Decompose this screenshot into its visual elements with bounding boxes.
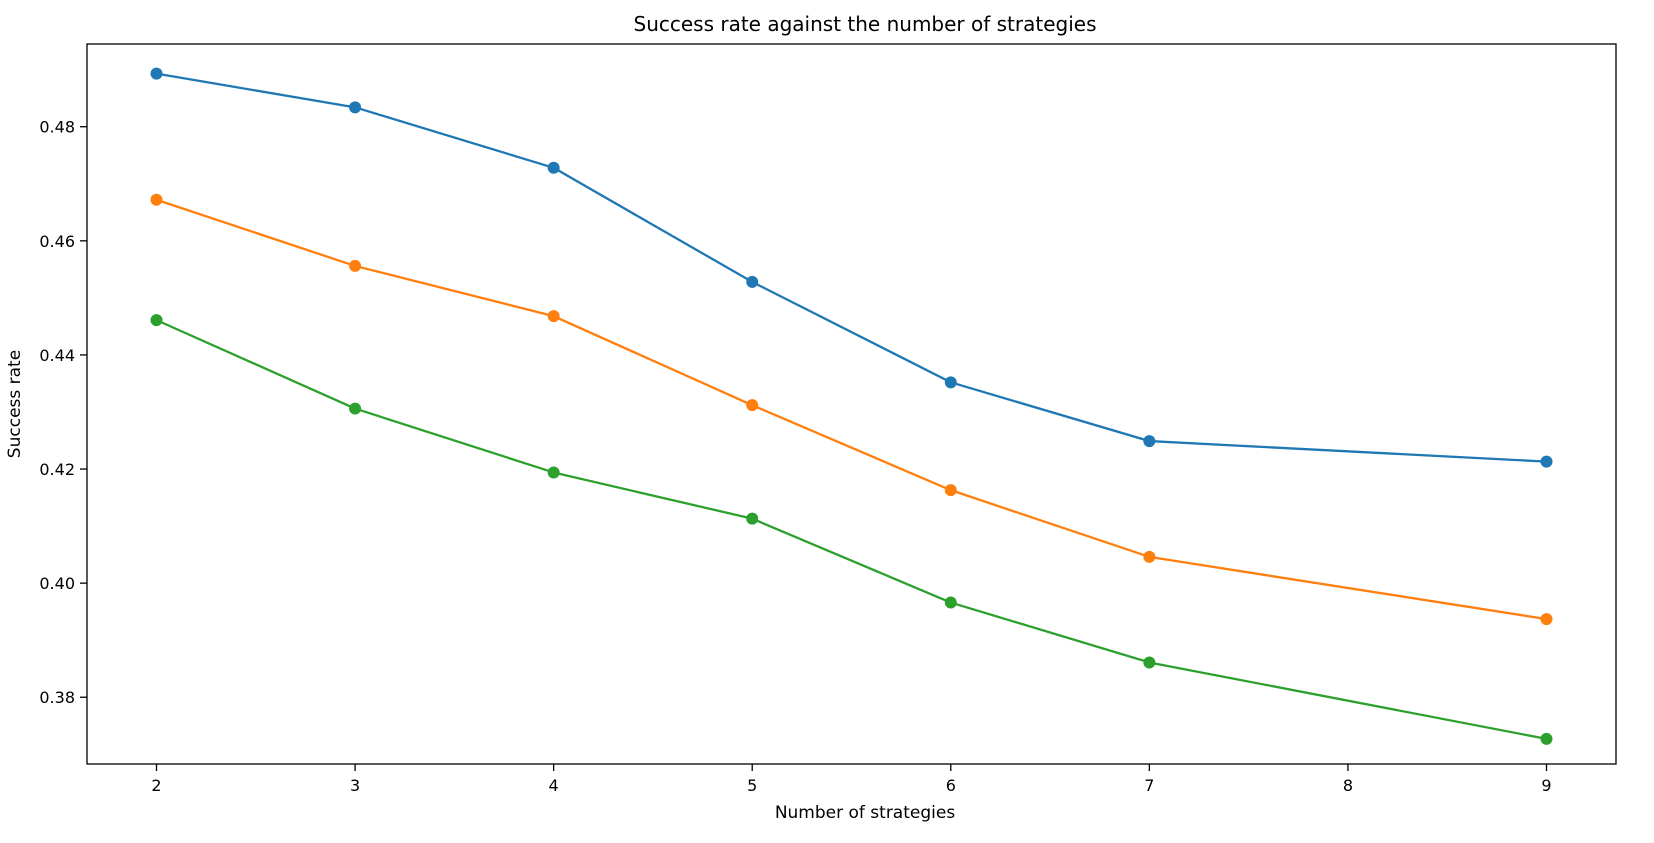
series-1-point (1540, 455, 1553, 468)
y-tick-label: 0.38 (39, 688, 75, 707)
y-tick-label: 0.48 (39, 118, 75, 137)
x-tick-label: 7 (1144, 776, 1154, 795)
x-tick-label: 4 (549, 776, 559, 795)
y-tick-label: 0.40 (39, 574, 75, 593)
series-2 (150, 193, 1553, 626)
series-2-point (349, 259, 362, 272)
series-1-point (1143, 435, 1156, 448)
x-tick-label: 6 (946, 776, 956, 795)
series-2-point (1540, 613, 1553, 626)
series-1 (150, 67, 1553, 468)
y-axis-label: Success rate (5, 350, 25, 458)
series-3-point (547, 466, 560, 479)
x-axis-label: Number of strategies (775, 803, 956, 823)
series-1-point (944, 376, 957, 389)
series-2-point (1143, 550, 1156, 563)
y-axis: 0.38 0.40 0.42 0.44 0.46 0.48 (39, 118, 87, 707)
chart-title: Success rate against the number of strat… (634, 12, 1097, 36)
x-tick-label: 9 (1541, 776, 1551, 795)
x-tick-label: 3 (350, 776, 360, 795)
series-1-point (150, 67, 163, 80)
y-tick-label: 0.44 (39, 346, 75, 365)
series-1-point (547, 161, 560, 174)
series-3 (150, 314, 1553, 745)
series-2-point (944, 484, 957, 497)
x-tick-label: 5 (747, 776, 757, 795)
series-3-point (1143, 656, 1156, 669)
series-3-point (944, 596, 957, 609)
y-tick-label: 0.46 (39, 232, 75, 251)
series-3-point (349, 402, 362, 415)
plot-area (86, 43, 1617, 765)
series-3-point (150, 314, 163, 327)
x-axis: 2 3 4 5 6 7 8 9 (151, 764, 1552, 795)
series-2-point (746, 399, 759, 412)
y-tick-label: 0.42 (39, 460, 75, 479)
series-2-line (155, 198, 1548, 621)
series-3-point (1540, 732, 1553, 745)
series-1-point (746, 275, 759, 288)
series-3-line (155, 318, 1548, 741)
x-tick-label: 2 (151, 776, 161, 795)
series-2-point (547, 310, 560, 323)
series-3-point (746, 512, 759, 525)
series-1-point (349, 101, 362, 114)
series-group (150, 67, 1553, 745)
x-tick-label: 8 (1343, 776, 1353, 795)
series-2-point (150, 193, 163, 206)
